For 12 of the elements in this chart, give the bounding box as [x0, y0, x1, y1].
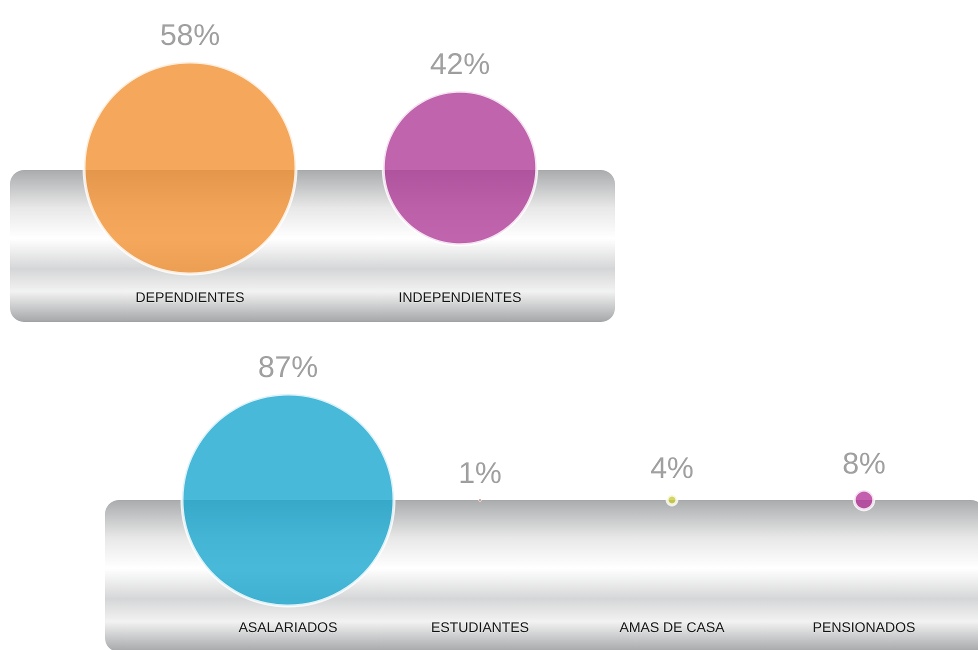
data-label: 1% — [458, 456, 502, 490]
category-label: ASALARIADOS — [238, 619, 338, 635]
category-label: AMAS DE CASA — [619, 619, 726, 635]
data-label: 42% — [430, 48, 490, 82]
data-label: 58% — [160, 19, 220, 52]
category-label: DEPENDIENTES — [136, 289, 244, 305]
category-label: PENSIONADOS — [812, 619, 916, 635]
category-label: INDEPENDIENTES — [398, 289, 522, 305]
category-label: ESTUDIANTES — [430, 619, 530, 635]
data-label: 8% — [842, 447, 886, 480]
data-label: 87% — [258, 351, 318, 384]
data-label: 4% — [650, 452, 694, 486]
